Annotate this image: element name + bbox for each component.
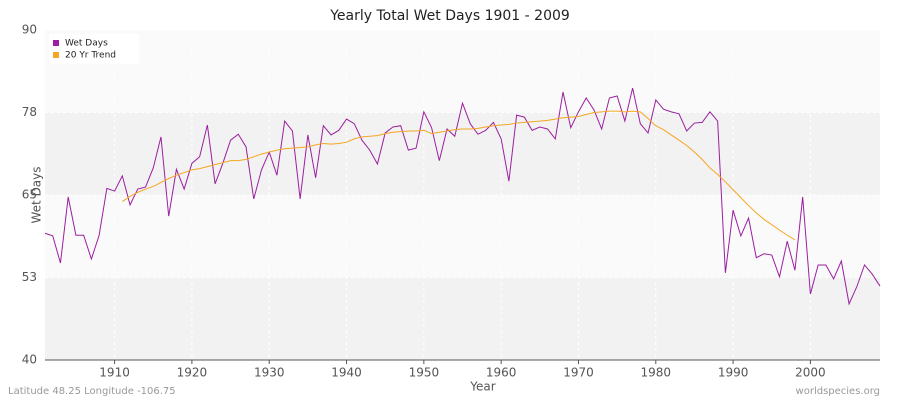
y-tick-label: 65	[22, 188, 37, 202]
legend-label: 20 Yr Trend	[65, 51, 116, 61]
footer-left: Latitude 48.25 Longitude -106.75	[8, 386, 176, 397]
y-tick-label: 78	[22, 105, 37, 119]
legend-label: Wet Days	[65, 39, 108, 49]
series-line	[122, 110, 796, 241]
legend-swatch	[53, 40, 59, 46]
legend-box	[49, 34, 139, 64]
x-tick-label: 1910	[99, 366, 130, 380]
y-tick-label: 90	[22, 23, 37, 37]
band	[45, 112, 880, 195]
legend-swatch	[53, 52, 59, 58]
footer-right: worldspecies.org	[796, 386, 880, 397]
x-tick-label: 1980	[641, 366, 672, 380]
y-tick-label: 53	[22, 270, 37, 284]
band	[45, 30, 880, 113]
x-axis-label: Year	[469, 380, 495, 394]
y-tick-label: 40	[22, 353, 37, 367]
x-tick-label: 2000	[795, 366, 826, 380]
x-tick-label: 1940	[331, 366, 362, 380]
x-tick-label: 1950	[409, 366, 440, 380]
x-tick-label: 1960	[486, 366, 517, 380]
chart-title: Yearly Total Wet Days 1901 - 2009	[329, 8, 570, 24]
series-line	[44, 87, 881, 306]
x-tick-label: 1990	[718, 366, 749, 380]
x-tick-label: 1920	[177, 366, 208, 380]
y-axis-label: Wet Days	[30, 166, 44, 223]
x-tick-label: 1930	[254, 366, 285, 380]
x-tick-label: 1970	[563, 366, 594, 380]
band	[45, 277, 880, 360]
